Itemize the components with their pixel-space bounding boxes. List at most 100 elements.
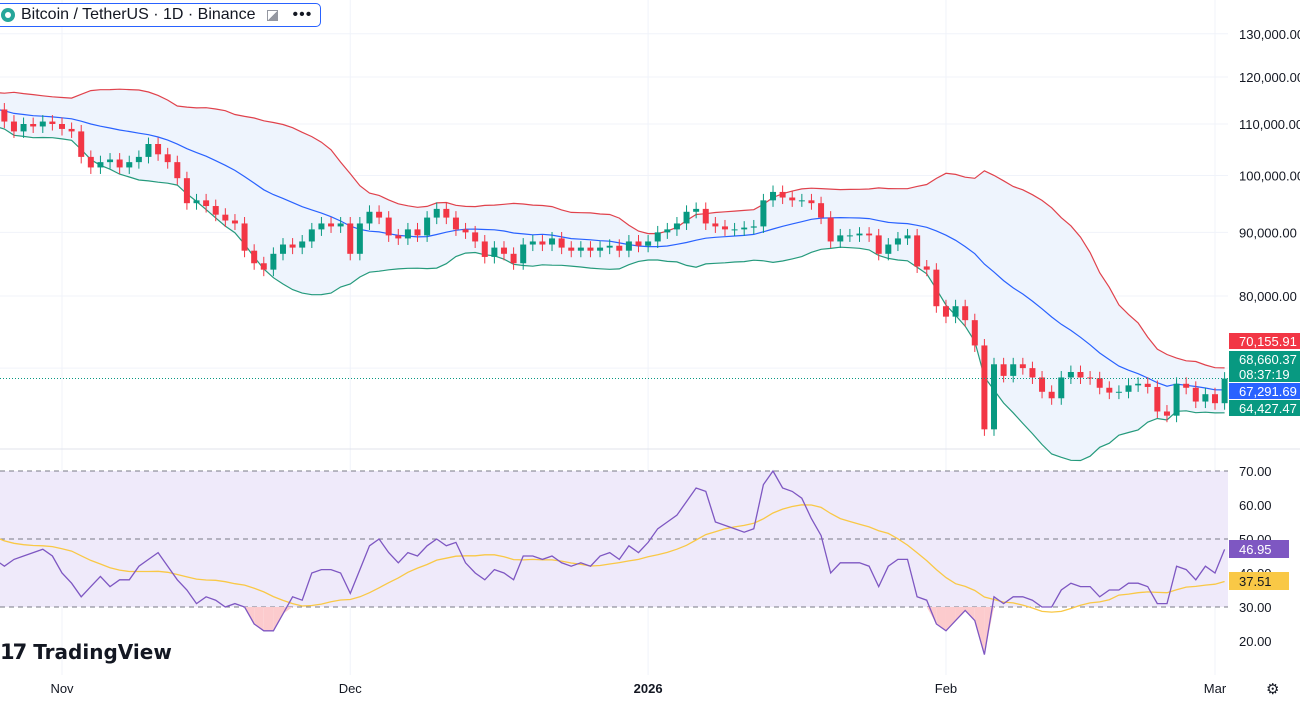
candle (414, 229, 421, 236)
candle (376, 211, 383, 218)
candle (328, 223, 335, 227)
flag-icon[interactable] (267, 9, 279, 21)
bollinger-fill (0, 89, 1225, 461)
rsi-value-tag (1229, 572, 1289, 590)
candle (1058, 377, 1065, 399)
rsi-oversold-fill (974, 607, 985, 655)
candle (625, 241, 632, 251)
more-dots-icon[interactable]: ••• (292, 6, 313, 23)
candle (1183, 383, 1190, 388)
price-tag-label: 64,427.47 (1239, 401, 1297, 416)
candle (318, 223, 325, 230)
bollinger-lower-line (0, 127, 1225, 462)
candle (606, 245, 613, 248)
candle (289, 244, 296, 248)
candle (558, 238, 565, 248)
candle (904, 235, 911, 239)
candle (520, 244, 527, 264)
candle (577, 247, 584, 251)
candle (529, 241, 536, 245)
candle (1106, 387, 1113, 393)
rsi-oversold-fill (945, 607, 956, 631)
candle (462, 229, 469, 233)
candle (923, 266, 930, 270)
candle (1010, 364, 1017, 376)
candle (39, 121, 46, 127)
candle (942, 306, 949, 317)
rsi-value-label: 46.95 (1239, 542, 1272, 557)
price-tag (1229, 383, 1300, 399)
candle (424, 217, 431, 236)
price-axis-label: 130,000.00 (1239, 27, 1300, 42)
candle (472, 232, 479, 242)
candle (971, 320, 978, 346)
candle (145, 144, 152, 157)
candle (366, 211, 373, 224)
candle (212, 206, 219, 215)
candle (702, 208, 709, 224)
price-tag (1229, 333, 1300, 349)
candle (846, 235, 853, 237)
candle (962, 306, 969, 321)
symbol-legend[interactable]: Bitcoin / TetherUS · 1D · Binance ••• (0, 3, 322, 27)
candle (404, 229, 411, 239)
rsi-oversold-fill (926, 607, 937, 624)
candle (789, 197, 796, 201)
candle (866, 233, 873, 236)
price-tag-label: 67,291.69 (1239, 384, 1297, 399)
candle (155, 144, 162, 155)
candle (597, 247, 604, 251)
candle (500, 247, 507, 254)
candle (1202, 394, 1209, 402)
candle (981, 345, 988, 430)
rsi-axis-label: 60.00 (1239, 498, 1272, 513)
bollinger-basis-line (0, 109, 1225, 391)
candle (683, 211, 690, 224)
candle (875, 235, 882, 254)
time-axis-label: Feb (935, 681, 957, 696)
candle (712, 223, 719, 227)
candle (770, 191, 777, 201)
candle (1144, 383, 1151, 387)
candle (183, 178, 190, 204)
candle (126, 162, 133, 168)
rsi-line (0, 469, 1226, 655)
candle (539, 241, 546, 245)
gear-icon[interactable]: ⚙ (1266, 681, 1280, 698)
candle (1115, 391, 1122, 393)
price-tag (1229, 400, 1300, 416)
candle (654, 232, 661, 242)
rsi-oversold-fill (263, 607, 274, 631)
candle (741, 227, 748, 230)
tradingview-logo: 17 TradingView (0, 640, 172, 664)
price-axis-label: 110,000.00 (1239, 117, 1300, 132)
candle (645, 241, 652, 246)
bitcoin-icon (1, 8, 15, 22)
candle (750, 226, 757, 228)
candle (587, 247, 594, 251)
candles (1, 103, 1228, 436)
candle (549, 238, 556, 245)
candle (818, 203, 825, 218)
brand-name: TradingView (33, 640, 172, 664)
candle (443, 208, 450, 218)
candle (1000, 364, 1007, 376)
candle (1087, 377, 1094, 379)
candle (174, 162, 181, 179)
candle (1212, 394, 1218, 404)
brand-mark: 17 (0, 640, 27, 664)
price-axis-label: 120,000.00 (1239, 70, 1300, 85)
candle (673, 223, 680, 230)
candle (1154, 386, 1161, 412)
candle (1221, 378, 1228, 404)
candle (808, 200, 815, 204)
candle (481, 241, 488, 257)
candle (203, 200, 210, 207)
candle (991, 364, 998, 430)
candle (385, 217, 392, 236)
candle (798, 200, 805, 202)
time-axis-label: Dec (339, 681, 363, 696)
symbol-title: Bitcoin / TetherUS · 1D · Binance (21, 6, 256, 23)
